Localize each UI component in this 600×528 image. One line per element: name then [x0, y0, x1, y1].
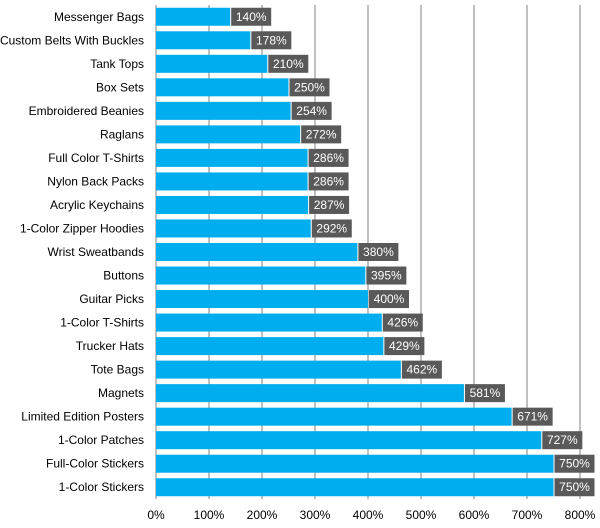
category-label: Magnets: [98, 386, 144, 400]
category-label: Full Color T-Shirts: [48, 151, 144, 165]
bar: [156, 431, 542, 450]
data-label-box: [369, 290, 409, 309]
bar: [156, 125, 301, 144]
data-label: 750%: [559, 457, 590, 471]
data-label: 250%: [294, 80, 325, 94]
x-tick-label: 700%: [512, 508, 543, 522]
bar: [156, 243, 358, 261]
data-label-box: [308, 172, 349, 191]
bar: [156, 407, 512, 426]
bar: [156, 478, 554, 497]
data-label-box: [401, 360, 442, 379]
bar: [156, 360, 401, 379]
data-label-box: [512, 407, 553, 426]
bar: [156, 7, 231, 26]
bar: [156, 172, 308, 191]
category-label: 1-Color T-Shirts: [60, 316, 144, 330]
category-label: Box Sets: [96, 80, 144, 94]
category-label: Acrylic Keychains: [50, 198, 144, 212]
data-label: 287%: [314, 198, 345, 212]
data-label: 210%: [273, 57, 304, 71]
data-label: 400%: [374, 292, 405, 306]
data-label-box: [268, 54, 309, 73]
bar: [156, 266, 366, 285]
category-label: Tank Tops: [90, 57, 144, 71]
data-label: 671%: [517, 410, 548, 424]
category-label: Buttons: [103, 269, 144, 283]
data-label-box: [542, 431, 583, 450]
category-label: Messenger Bags: [54, 10, 144, 24]
data-label-box: [251, 31, 292, 50]
category-label: 1-Color Zipper Hoodies: [20, 221, 144, 235]
category-label: 1-Color Patches: [58, 433, 144, 447]
data-label: 286%: [313, 174, 344, 188]
category-label: Custom Belts With Buckles: [0, 33, 144, 47]
data-label-box: [291, 101, 332, 120]
bar: [156, 54, 268, 73]
category-label: Full-Color Stickers: [46, 457, 144, 471]
data-label: 429%: [389, 339, 420, 353]
x-tick-label: 800%: [565, 508, 596, 522]
data-label: 462%: [407, 363, 438, 377]
data-label-box: [311, 219, 352, 238]
data-label: 750%: [559, 480, 590, 494]
bar: [156, 101, 291, 120]
bar: [156, 148, 308, 167]
data-label: 727%: [547, 433, 578, 447]
data-label-box: [464, 384, 505, 403]
bar: [156, 454, 554, 473]
data-label-box: [358, 243, 399, 261]
data-label: 292%: [316, 221, 347, 235]
bar: [156, 195, 309, 214]
bar: [156, 290, 368, 309]
data-label: 140%: [236, 10, 267, 24]
category-label: Embroidered Beanies: [29, 104, 144, 118]
data-label: 178%: [256, 33, 287, 47]
bars: [156, 7, 554, 497]
data-label: 286%: [313, 151, 344, 165]
category-label: 1-Color Stickers: [59, 480, 144, 494]
data-label: 426%: [387, 316, 418, 330]
x-axis-ticks: 0% 100% 200% 300% 400% 500% 600% 700% 800%: [147, 508, 595, 522]
data-label-box: [384, 337, 425, 356]
data-labels: 140% 178% 210% 250% 254% 272% 286% 286% 287% 292%…: [231, 7, 595, 497]
bar: [156, 31, 251, 50]
x-tick-label: 200%: [247, 508, 278, 522]
x-tick-label: 0%: [147, 508, 165, 522]
category-label: Limited Edition Posters: [21, 410, 144, 424]
data-label-box: [366, 266, 407, 285]
x-tick-label: 600%: [459, 508, 490, 522]
data-label-box: [554, 454, 595, 473]
category-label: Nylon Back Packs: [47, 174, 144, 188]
data-label: 581%: [470, 386, 501, 400]
data-label: 395%: [371, 269, 402, 283]
data-label-box: [308, 148, 349, 167]
category-label: Wrist Sweatbands: [48, 245, 145, 259]
data-label-box: [554, 478, 595, 497]
x-tick-label: 500%: [406, 508, 437, 522]
data-label-box: [301, 125, 342, 144]
data-label: 272%: [306, 127, 337, 141]
bar: [156, 337, 384, 356]
bar: [156, 313, 382, 332]
category-label: Trucker Hats: [76, 339, 144, 353]
data-label-box: [382, 313, 423, 332]
data-label: 380%: [363, 245, 394, 259]
x-tick-label: 300%: [300, 508, 331, 522]
x-tick-label: 100%: [194, 508, 225, 522]
x-tick-label: 400%: [353, 508, 384, 522]
category-labels: Messenger Bags Custom Belts With Buckles T…: [0, 10, 144, 494]
category-label: Tote Bags: [91, 363, 144, 377]
bar: [156, 384, 464, 403]
category-label: Raglans: [100, 127, 144, 141]
data-label: 254%: [296, 104, 327, 118]
category-label: Guitar Picks: [79, 292, 144, 306]
bar: [156, 78, 289, 97]
bar: [156, 219, 311, 238]
data-label-box: [289, 78, 330, 97]
data-label-box: [231, 7, 272, 26]
data-label-box: [309, 195, 350, 214]
